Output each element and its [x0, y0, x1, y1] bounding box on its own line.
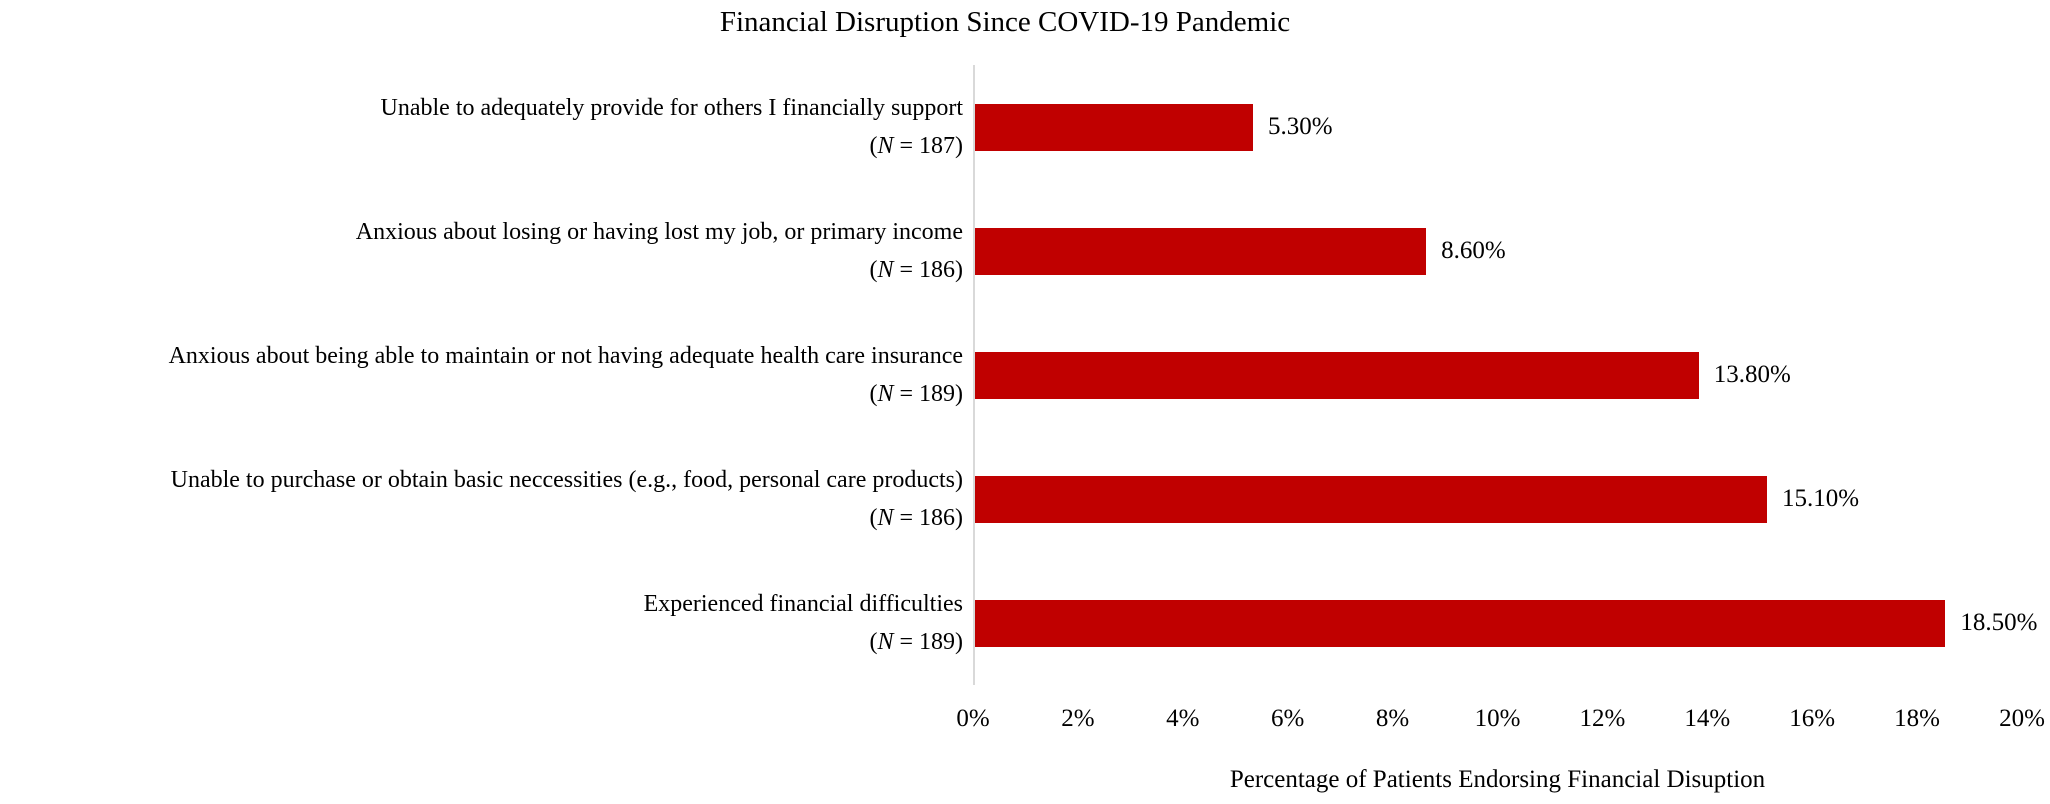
bar-area: 15.10% — [975, 437, 2050, 561]
x-axis-tick: 6% — [1271, 705, 1305, 732]
bar — [975, 227, 1427, 275]
chart-title: Financial Disruption Since COVID-19 Pand… — [719, 6, 1291, 38]
category-label: Unable to purchase or obtain basic necce… — [170, 467, 963, 493]
category-row: Unable to adequately provide for others … — [0, 65, 2050, 189]
category-row: Anxious about being able to maintain or … — [0, 313, 2050, 437]
x-axis-tick: 8% — [1375, 705, 1410, 732]
x-axis-tick: 14% — [1684, 705, 1731, 732]
bar-area: 13.80% — [975, 313, 2050, 437]
category-label-cell: Unable to adequately provide for others … — [0, 89, 975, 165]
y-axis-line — [973, 65, 975, 685]
category-row: Experienced financial difficulties (N = 1… — [0, 561, 2050, 685]
category-label-cell: Anxious about losing or having lost my j… — [0, 213, 975, 289]
bar-area: 8.60% — [975, 189, 2050, 313]
category-label-cell: Anxious about being able to maintain or … — [0, 337, 975, 413]
bar — [975, 103, 1253, 151]
x-axis-tick: 0% — [956, 705, 990, 732]
x-axis-tick: 18% — [1894, 705, 1941, 732]
x-axis-tick: 10% — [1474, 705, 1521, 732]
category-n-label: (N = 186) — [869, 505, 963, 531]
category-n-label: (N = 189) — [869, 381, 963, 407]
bar — [975, 351, 1699, 399]
bar — [975, 475, 1767, 523]
bar-area: 18.50% — [975, 561, 2050, 685]
x-axis-tick: 12% — [1579, 705, 1626, 732]
bar-area: 5.30% — [975, 65, 2050, 189]
category-label-cell: Experienced financial difficulties (N = 1… — [0, 585, 975, 661]
x-axis: 0% 2% 4% 6% 8% 10% 12% 14% 16% 18% 20% — [956, 685, 2045, 735]
category-label: Unable to adequately provide for others … — [380, 95, 963, 121]
category-label: Anxious about being able to maintain or … — [168, 343, 963, 369]
category-n-label: (N = 187) — [869, 133, 963, 159]
x-axis-tick: 4% — [1166, 705, 1200, 732]
category-rows: Unable to adequately provide for others … — [0, 65, 2050, 685]
x-axis-tick: 2% — [1061, 705, 1095, 732]
bar — [975, 599, 1946, 647]
x-axis-tick: 20% — [1999, 705, 2045, 732]
category-n-label: (N = 189) — [869, 629, 963, 655]
value-label: 5.30% — [1267, 113, 1333, 140]
category-row: Unable to purchase or obtain basic necce… — [0, 437, 2050, 561]
category-row: Anxious about losing or having lost my j… — [0, 189, 2050, 313]
value-label: 15.10% — [1781, 485, 1860, 512]
x-axis-title: Percentage of Patients Endorsing Financi… — [1229, 766, 1766, 793]
value-label: 13.80% — [1713, 361, 1791, 388]
value-label: 18.50% — [1960, 609, 2038, 636]
category-label: Anxious about losing or having lost my j… — [355, 219, 963, 245]
category-n-label: (N = 186) — [869, 257, 963, 283]
x-axis-tick: 16% — [1789, 705, 1836, 732]
category-label: Experienced financial difficulties — [643, 591, 963, 617]
category-label-cell: Unable to purchase or obtain basic necce… — [0, 461, 975, 537]
value-label: 8.60% — [1441, 237, 1506, 264]
